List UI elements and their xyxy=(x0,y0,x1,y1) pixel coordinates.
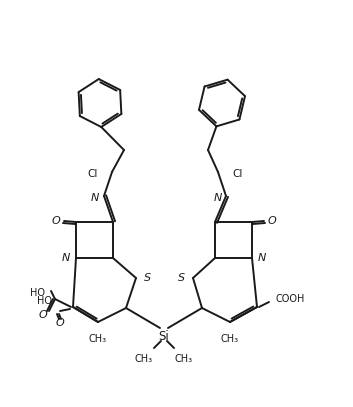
Text: CH₃: CH₃ xyxy=(221,334,239,344)
Text: CH₃: CH₃ xyxy=(175,354,193,364)
Text: N: N xyxy=(91,193,99,203)
Text: N: N xyxy=(62,253,70,263)
Text: O: O xyxy=(38,310,47,320)
Text: O: O xyxy=(52,216,60,226)
Text: CH₃: CH₃ xyxy=(89,334,107,344)
Text: N: N xyxy=(214,193,222,203)
Text: Cl: Cl xyxy=(88,169,98,179)
Text: Si: Si xyxy=(158,330,169,343)
Text: N: N xyxy=(258,253,267,263)
Text: Cl: Cl xyxy=(232,169,243,179)
Text: S: S xyxy=(144,273,151,283)
Text: O: O xyxy=(268,216,276,226)
Text: HO: HO xyxy=(37,296,52,306)
Text: CH₃: CH₃ xyxy=(135,354,153,364)
Text: HO: HO xyxy=(30,288,45,298)
Text: COOH: COOH xyxy=(275,294,304,304)
Text: O: O xyxy=(56,318,64,328)
Text: S: S xyxy=(178,273,185,283)
